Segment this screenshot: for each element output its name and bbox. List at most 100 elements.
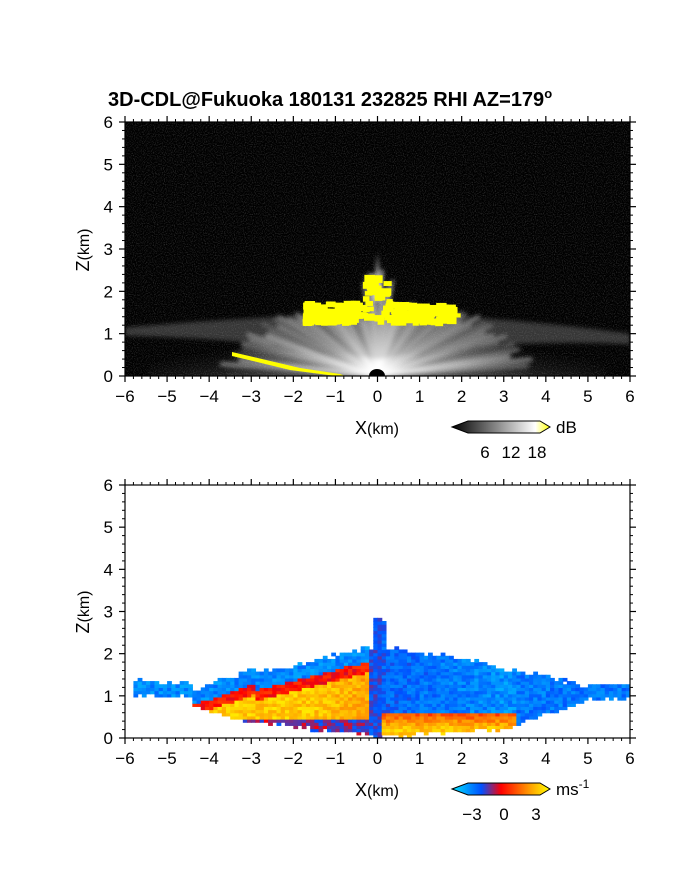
velocity-cell xyxy=(297,706,303,711)
velocity-cell xyxy=(301,671,307,676)
velocity-cell xyxy=(348,652,353,657)
velocity-cell xyxy=(200,700,206,704)
yellow-pixel xyxy=(377,316,385,325)
velocity-cell xyxy=(428,725,433,730)
velocity-cell xyxy=(465,690,471,695)
velocity-cell xyxy=(436,655,442,660)
velocity-cell xyxy=(284,668,290,673)
velocity-cell xyxy=(440,687,446,692)
velocity-cell xyxy=(419,725,425,730)
velocity-cell xyxy=(322,687,328,692)
velocity-cell xyxy=(331,681,337,685)
velocity-cell xyxy=(482,684,488,688)
y-tick-label: 6 xyxy=(104,113,113,132)
velocity-cell xyxy=(175,693,181,698)
velocity-cell xyxy=(550,681,555,685)
velocity-cell xyxy=(348,712,353,717)
x-tick-label: 2 xyxy=(457,749,466,768)
velocity-cell xyxy=(524,693,530,698)
velocity-cell xyxy=(381,646,387,651)
velocity-cell xyxy=(213,681,219,685)
velocity-cell xyxy=(415,681,421,685)
velocity-cell xyxy=(335,677,341,682)
velocity-cell xyxy=(411,658,416,663)
velocity-cell xyxy=(465,728,471,733)
velocity-cell xyxy=(305,665,311,670)
velocity-cell xyxy=(423,706,429,711)
velocity-cell xyxy=(394,709,400,714)
velocity-cell xyxy=(364,655,370,660)
velocity-cell xyxy=(428,665,433,670)
velocity-cell xyxy=(486,696,492,701)
velocity-cell xyxy=(545,700,551,704)
velocity-cell xyxy=(318,687,324,692)
velocity-cell xyxy=(373,658,379,663)
velocity-cell xyxy=(470,719,475,723)
velocity-cell xyxy=(301,703,307,707)
velocity-cell xyxy=(234,712,240,717)
velocity-cell xyxy=(335,725,341,730)
velocity-cell xyxy=(449,700,454,704)
velocity-cell xyxy=(449,722,454,726)
velocity-cell xyxy=(592,684,597,688)
velocity-cell xyxy=(402,712,408,717)
velocity-cell xyxy=(457,709,463,714)
velocity-cell xyxy=(373,624,379,628)
velocity-cell xyxy=(461,687,467,692)
velocity-cell xyxy=(440,725,446,730)
velocity-cell xyxy=(339,693,345,698)
velocity-cell xyxy=(364,731,370,736)
velocity-cell xyxy=(348,687,353,692)
velocity-cell xyxy=(293,696,299,701)
velocity-cell xyxy=(381,712,387,717)
velocity-cell xyxy=(276,706,282,711)
x-tick-label: −4 xyxy=(199,749,218,768)
velocity-cell xyxy=(364,693,370,698)
velocity-cell xyxy=(402,696,408,701)
velocity-cell xyxy=(449,687,454,692)
velocity-cell xyxy=(377,722,383,726)
velocity-cell xyxy=(474,684,480,688)
velocity-cell xyxy=(373,693,379,698)
velocity-cell xyxy=(520,706,526,711)
velocity-cell xyxy=(297,684,303,688)
velocity-cell xyxy=(394,715,400,720)
velocity-cell xyxy=(423,655,429,660)
velocity-cell xyxy=(284,674,290,679)
velocity-cell xyxy=(356,715,362,720)
colorbar-tick-6: 6 xyxy=(480,443,489,462)
velocity-cell xyxy=(423,728,429,733)
velocity-cell xyxy=(512,671,517,676)
x-axis-label-2: X(km) xyxy=(355,780,399,800)
velocity-cell xyxy=(238,677,244,682)
velocity-cell xyxy=(524,700,530,704)
velocity-cell xyxy=(335,655,341,660)
velocity-cell xyxy=(305,668,311,673)
velocity-cell xyxy=(179,690,185,695)
yellow-pixel xyxy=(409,311,417,319)
velocity-cell xyxy=(499,674,505,679)
velocity-cell xyxy=(440,652,446,657)
velocity-cell xyxy=(179,684,185,688)
velocity-cell xyxy=(415,658,421,663)
velocity-cell xyxy=(470,687,475,692)
velocity-cell xyxy=(360,655,366,660)
velocity-cell xyxy=(133,693,139,698)
velocity-cell xyxy=(377,734,383,738)
velocity-cell xyxy=(440,693,446,698)
velocity-cell xyxy=(360,681,366,685)
velocity-cell xyxy=(348,709,353,714)
velocity-cell xyxy=(516,719,522,723)
velocity-cell xyxy=(411,668,416,673)
velocity-cell xyxy=(617,690,623,695)
velocity-cell xyxy=(453,728,459,733)
velocity-cell xyxy=(402,681,408,685)
velocity-cell xyxy=(373,725,379,730)
velocity-cell xyxy=(289,712,294,717)
velocity-cell xyxy=(381,725,387,730)
x-tick-label: −1 xyxy=(326,749,345,768)
velocity-cell xyxy=(310,700,315,704)
yellow-pixel xyxy=(384,315,396,321)
velocity-cell xyxy=(276,715,282,720)
velocity-cell xyxy=(503,709,509,714)
